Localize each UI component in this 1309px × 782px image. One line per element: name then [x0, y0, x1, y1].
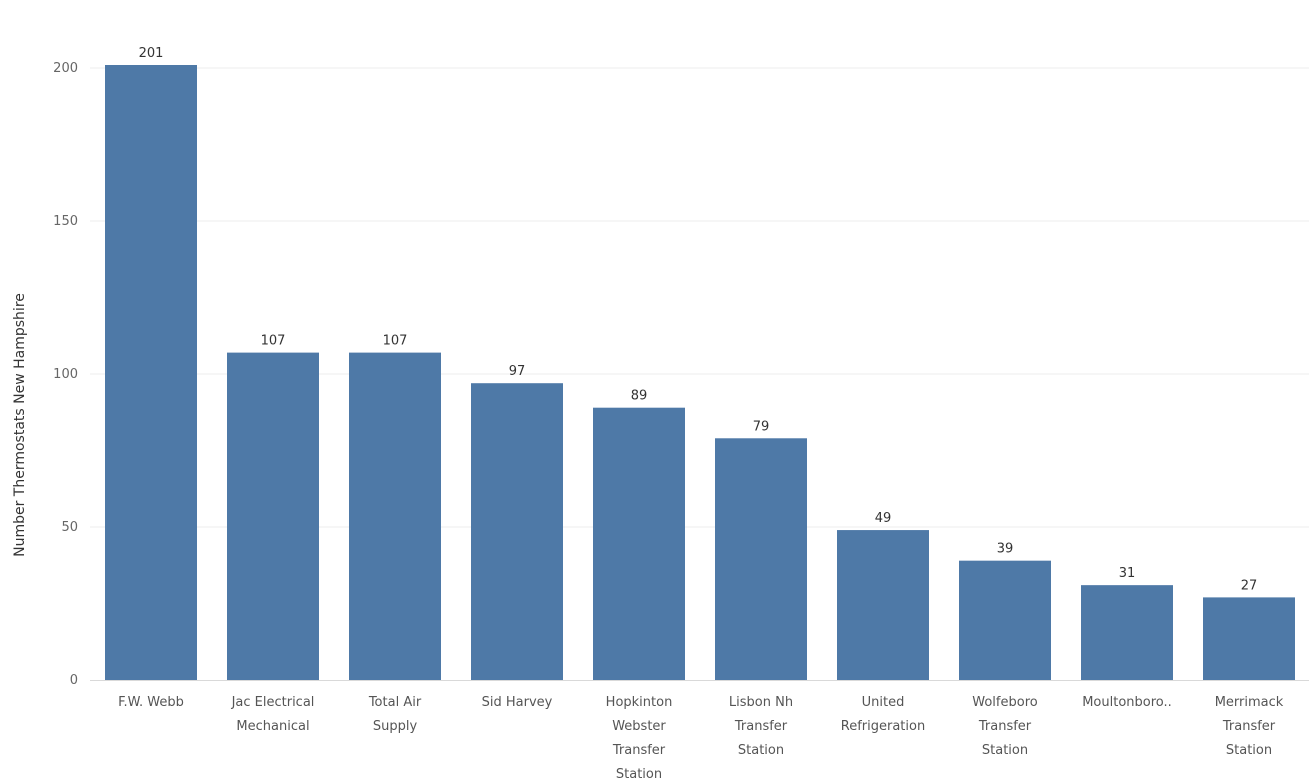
data-label-9: 31 — [1119, 566, 1136, 581]
x-category-label-9: Moultonboro.. — [1082, 695, 1172, 710]
bar-8 — [959, 560, 1051, 680]
y-tick-label-50: 50 — [61, 520, 78, 535]
bar-9 — [1081, 585, 1173, 680]
x-category-label-7: United Refrigeration — [841, 695, 925, 734]
data-label-8: 39 — [997, 542, 1014, 557]
y-tick-label-150: 150 — [53, 214, 78, 229]
x-category-label-line: Sid Harvey — [482, 695, 553, 710]
data-label-7: 49 — [875, 511, 892, 526]
x-category-label-line: F.W. Webb — [118, 695, 184, 710]
data-label-5: 89 — [631, 389, 648, 404]
bar-2 — [227, 352, 319, 680]
bars — [105, 65, 1295, 680]
bar-4 — [471, 383, 563, 680]
x-category-label-line: Merrimack — [1215, 695, 1284, 710]
bar-1 — [105, 65, 197, 680]
data-label-3: 107 — [383, 334, 408, 349]
x-category-label-10: Merrimack Transfer Station — [1215, 695, 1284, 758]
y-tick-label-200: 200 — [53, 61, 78, 76]
y-tick-label-100: 100 — [53, 367, 78, 382]
data-label-10: 27 — [1241, 578, 1258, 593]
x-category-label-3: Total Air Supply — [368, 695, 422, 734]
x-category-label-line: Supply — [373, 719, 418, 734]
y-axis-title: Number Thermostats New Hampshire — [12, 293, 28, 557]
x-category-label-line: Moultonboro.. — [1082, 695, 1172, 710]
x-category-label-line: Refrigeration — [841, 719, 925, 734]
x-category-label-line: Jac Electrical — [231, 695, 315, 710]
x-category-label-2: Jac Electrical Mechanical — [231, 695, 315, 734]
x-category-label-4: Sid Harvey — [482, 695, 553, 710]
x-category-label-line: United — [862, 695, 905, 710]
x-category-label-line: Transfer — [978, 719, 1032, 734]
x-category-label-8: Wolfeboro Transfer Station — [972, 695, 1037, 758]
x-category-label-line: Hopkinton — [606, 695, 673, 710]
x-category-label-line: Station — [1226, 743, 1272, 758]
x-category-label-line: Transfer — [612, 743, 666, 758]
y-axis-ticks: 0 50 100 150 200 — [53, 61, 78, 688]
bar-6 — [715, 438, 807, 680]
x-category-label-line: Total Air — [368, 695, 422, 710]
data-labels: 201 107 107 97 89 79 49 39 31 27 — [139, 46, 1258, 593]
x-category-label-1: F.W. Webb — [118, 695, 184, 710]
x-category-label-line: Transfer — [734, 719, 788, 734]
x-category-label-6: Lisbon Nh Transfer Station — [729, 695, 793, 758]
bar-5 — [593, 407, 685, 680]
x-category-label-line: Mechanical — [236, 719, 309, 734]
x-category-label-line: Wolfeboro — [972, 695, 1037, 710]
x-category-label-5: Hopkinton Webster Transfer Station — [606, 695, 673, 782]
data-label-1: 201 — [139, 46, 164, 61]
bar-7 — [837, 530, 929, 680]
x-category-label-line: Station — [982, 743, 1028, 758]
data-label-6: 79 — [753, 419, 770, 434]
x-category-label-line: Transfer — [1222, 719, 1276, 734]
data-label-4: 97 — [509, 364, 526, 379]
x-axis-categories: F.W. Webb Jac Electrical Mechanical Total A… — [118, 695, 1284, 782]
data-label-2: 107 — [261, 334, 286, 349]
bar-3 — [349, 352, 441, 680]
x-category-label-line: Lisbon Nh — [729, 695, 793, 710]
x-category-label-line: Station — [738, 743, 784, 758]
y-tick-label-0: 0 — [70, 673, 78, 688]
x-category-label-line: Webster — [612, 719, 666, 734]
x-category-label-line: Station — [616, 767, 662, 782]
bar-10 — [1203, 597, 1295, 680]
